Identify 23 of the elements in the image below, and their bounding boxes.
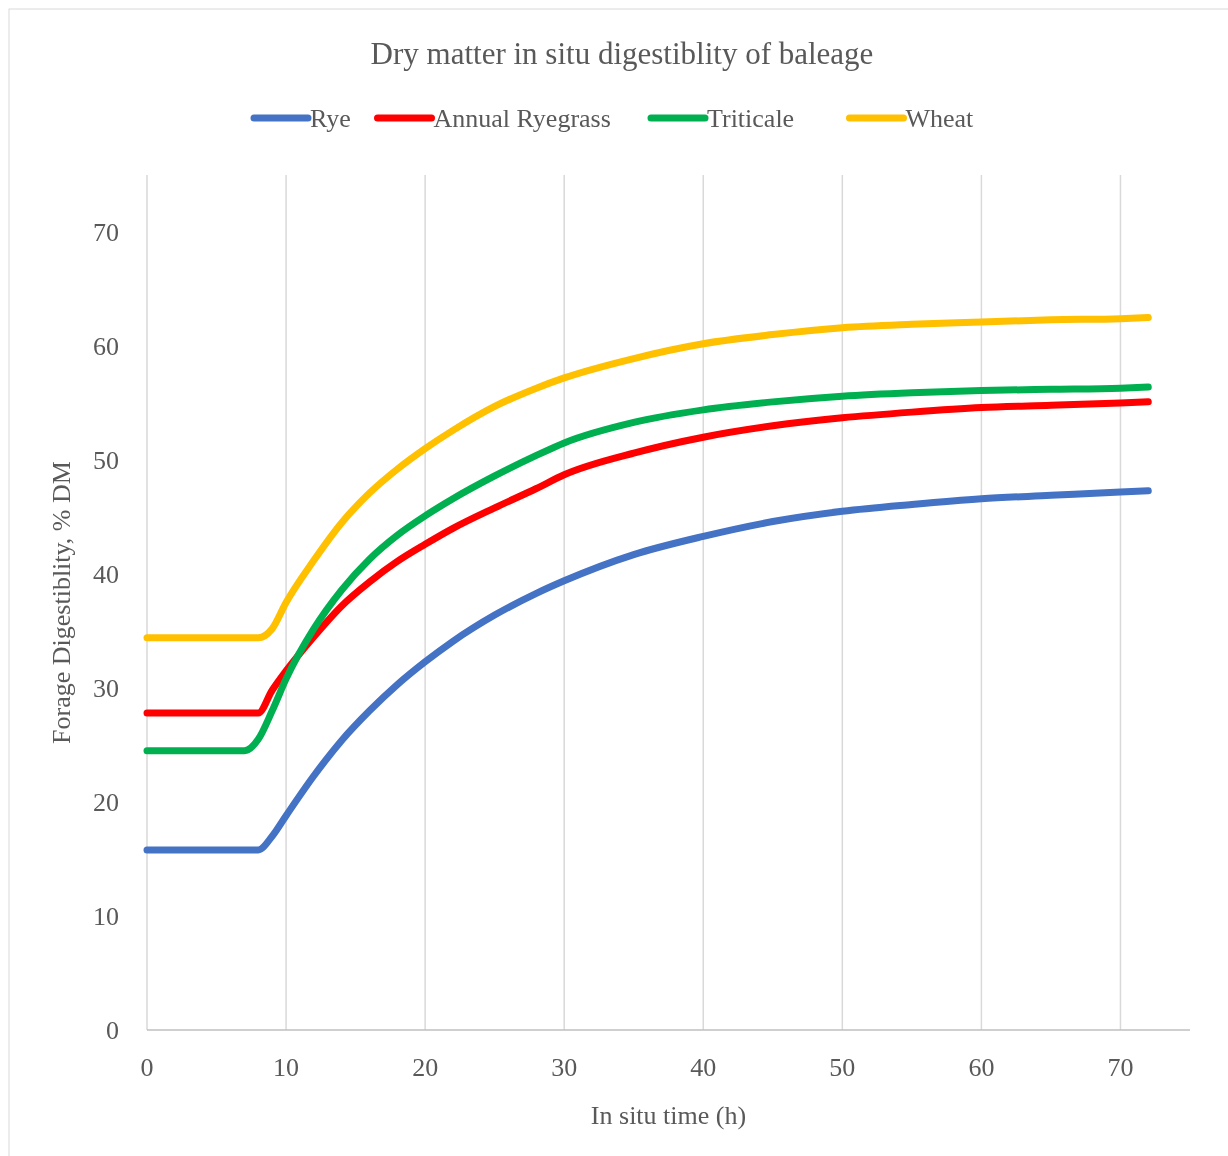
x-tick-label: 10 [273, 1053, 300, 1082]
y-tick-label: 20 [93, 788, 119, 817]
x-tick-label: 30 [551, 1053, 578, 1082]
y-tick-label: 60 [93, 332, 119, 361]
y-tick-label: 70 [93, 218, 119, 247]
x-tick-label: 60 [968, 1053, 995, 1082]
y-tick-label: 10 [93, 902, 119, 931]
y-tick-label: 50 [93, 446, 119, 475]
x-tick-label: 70 [1107, 1053, 1134, 1082]
legend-label: Triticale [707, 104, 795, 133]
y-axis-title: Forage Digestiblity, % DM [47, 461, 76, 744]
x-tick-label: 0 [140, 1053, 154, 1082]
x-tick-label: 50 [829, 1053, 856, 1082]
x-tick-label: 40 [690, 1053, 717, 1082]
y-tick-label: 30 [93, 674, 119, 703]
legend-label: Rye [310, 104, 351, 133]
x-axis-title: In situ time (h) [590, 1101, 747, 1130]
legend-label: Annual Ryegrass [433, 104, 611, 133]
y-tick-label: 0 [106, 1016, 119, 1045]
x-tick-label: 20 [412, 1053, 439, 1082]
y-tick-label: 40 [93, 560, 119, 589]
legend-label: Wheat [905, 104, 975, 133]
chart-title: Dry matter in situ digestiblity of baleage [370, 36, 874, 71]
